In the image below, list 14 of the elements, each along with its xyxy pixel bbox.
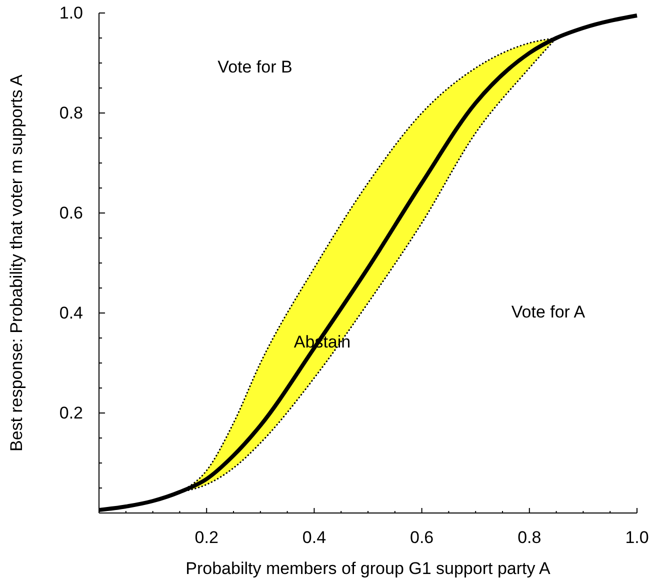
y-tick-label: 0.8 (59, 103, 83, 122)
annotation: Vote for B (218, 57, 292, 76)
y-tick-label: 0.4 (59, 303, 83, 322)
x-tick-label: 0.8 (518, 528, 542, 548)
y-tick-label: 1.0 (59, 3, 83, 22)
y-tick-label: 0.2 (59, 403, 83, 422)
annotation: Vote for A (511, 302, 586, 322)
x-tick-label: 0.6 (410, 528, 434, 548)
x-tick-label: 0.2 (194, 528, 218, 548)
y-tick-label: 0.6 (59, 203, 83, 222)
y-axis-title: Best response: Probability that voter m supports A (7, 74, 26, 452)
x-tick-label: 1.0 (625, 528, 649, 548)
x-axis-title: Probabilty members of group G1 support party A (186, 559, 552, 578)
x-tick-label: 0.4 (302, 528, 326, 548)
